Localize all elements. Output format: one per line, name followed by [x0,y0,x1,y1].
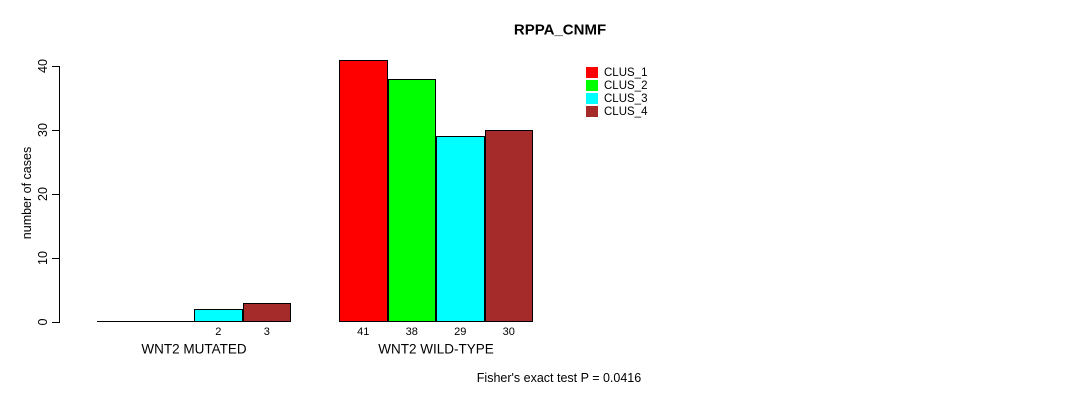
legend-item-clus_1: CLUS_1 [586,66,647,79]
x-axis-group-label: WNT2 MUTATED [141,341,247,357]
bar-value-label: 2 [215,326,222,338]
bar-value-label: 3 [263,326,270,338]
legend-swatch-icon [586,80,598,91]
legend-label: CLUS_1 [604,66,648,79]
legend-swatch-icon [586,93,598,104]
x-axis-group-label: WNT2 WILD-TYPE [378,341,494,357]
legend-label: CLUS_3 [604,92,648,105]
bar-value-label: 38 [405,326,418,338]
bar-clus_3 [436,136,485,322]
y-axis-tick-label: 20 [36,187,50,201]
bar-clus_4 [242,302,291,322]
bar-value-label: 30 [502,326,515,338]
bar-clus_1-zero [97,321,146,322]
bar-clus_4 [484,130,533,322]
bar-clus_2-zero [145,321,194,322]
y-axis-tick [52,130,59,131]
y-axis-line [59,66,60,323]
legend-label: CLUS_4 [604,105,648,118]
y-axis-label: number of cases [20,146,34,240]
y-axis-tick [52,258,59,259]
chart-title: RPPA_CNMF [513,21,607,39]
legend-label: CLUS_2 [604,79,648,92]
y-axis-tick-label: 40 [36,59,50,73]
bar-value-label: 41 [357,326,370,338]
y-axis-tick [52,66,59,67]
bar-clus_3 [194,309,243,322]
bar-clus_1 [339,59,388,322]
y-axis-tick [52,322,59,323]
legend-item-clus_4: CLUS_4 [586,105,647,118]
stat-annotation: Fisher's exact test P = 0.0416 [476,371,642,385]
y-axis-tick-label: 10 [36,251,50,265]
y-axis-tick-label: 0 [36,318,50,326]
y-axis-tick-label: 30 [36,123,50,137]
legend-swatch-icon [586,67,598,78]
legend-item-clus_2: CLUS_2 [586,79,647,92]
legend-item-clus_3: CLUS_3 [586,92,647,105]
y-axis-tick [52,194,59,195]
legend-swatch-icon [586,106,598,117]
legend: CLUS_1 CLUS_2 CLUS_3 CLUS_4 [586,66,647,118]
bar-value-label: 29 [454,326,467,338]
bar-clus_2 [387,78,436,322]
